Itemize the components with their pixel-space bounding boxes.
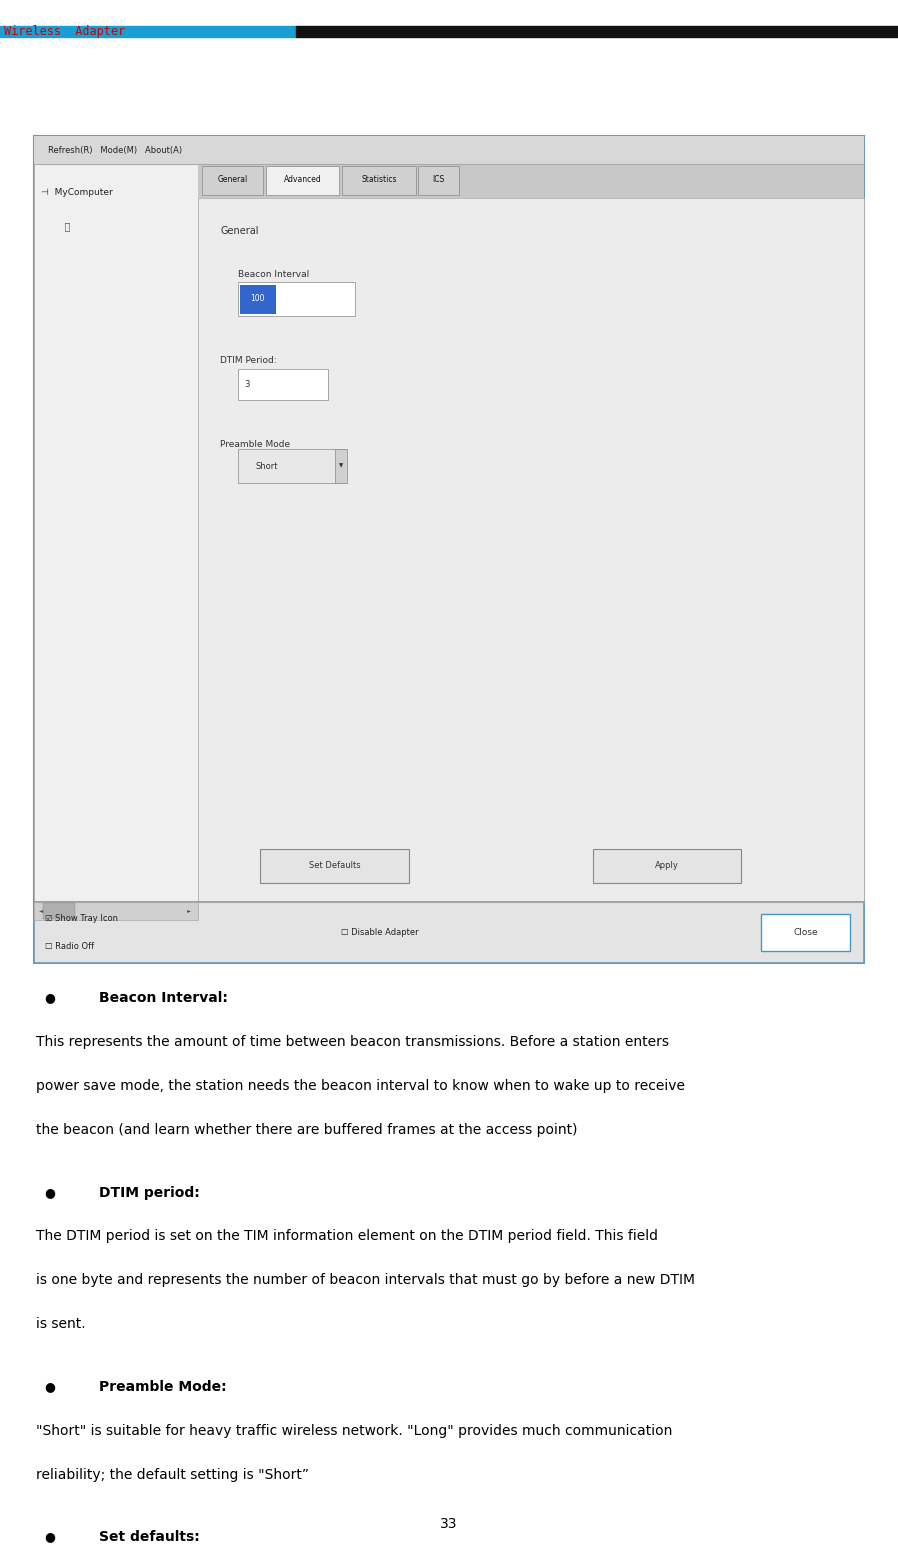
Text: ●: ● bbox=[44, 1187, 55, 1199]
Bar bbox=[34, 136, 864, 164]
Bar bbox=[0, 26, 296, 37]
Text: ☐ Disable Adapter: ☐ Disable Adapter bbox=[341, 928, 418, 937]
Bar bbox=[266, 166, 339, 195]
Bar bbox=[761, 914, 850, 951]
Bar bbox=[296, 26, 898, 37]
Text: General: General bbox=[220, 226, 259, 235]
Bar bbox=[34, 902, 198, 920]
Text: ●: ● bbox=[44, 1380, 55, 1393]
Text: DTIM Period:: DTIM Period: bbox=[220, 356, 277, 366]
Text: reliability; the default setting is "Short”: reliability; the default setting is "Sho… bbox=[36, 1468, 309, 1482]
Text: ●: ● bbox=[44, 1530, 55, 1543]
Text: 3: 3 bbox=[244, 380, 250, 389]
Bar bbox=[43, 903, 75, 919]
Text: Apply: Apply bbox=[655, 861, 679, 871]
Text: Advanced: Advanced bbox=[284, 175, 321, 184]
Bar bbox=[198, 164, 864, 198]
Text: Beacon Interval:: Beacon Interval: bbox=[99, 991, 228, 1005]
Bar bbox=[238, 449, 346, 483]
Bar bbox=[418, 166, 459, 195]
Text: General: General bbox=[217, 175, 248, 184]
Text: Preamble Mode: Preamble Mode bbox=[220, 440, 290, 449]
Bar bbox=[34, 902, 864, 963]
Text: Close: Close bbox=[793, 928, 818, 937]
Bar bbox=[238, 282, 355, 316]
Bar bbox=[335, 449, 347, 483]
Text: ▼: ▼ bbox=[339, 463, 343, 469]
Bar bbox=[202, 166, 263, 195]
Bar bbox=[34, 136, 864, 963]
Text: Statistics: Statistics bbox=[361, 175, 397, 184]
Bar bbox=[342, 166, 416, 195]
Text: ICS: ICS bbox=[433, 175, 445, 184]
Text: Set Defaults: Set Defaults bbox=[309, 861, 360, 871]
Text: ☑ Show Tray Icon: ☑ Show Tray Icon bbox=[45, 914, 118, 923]
Bar bbox=[260, 849, 409, 883]
Text: Preamble Mode:: Preamble Mode: bbox=[99, 1380, 226, 1394]
Text: ◄: ◄ bbox=[39, 908, 43, 914]
Bar bbox=[34, 164, 198, 963]
Text: ►: ► bbox=[187, 908, 191, 914]
Text: 100: 100 bbox=[251, 294, 265, 304]
Text: is one byte and represents the number of beacon intervals that must go by before: is one byte and represents the number of… bbox=[36, 1273, 695, 1287]
Text: Short: Short bbox=[256, 462, 278, 471]
Text: The DTIM period is set on the TIM information element on the DTIM period field. : The DTIM period is set on the TIM inform… bbox=[36, 1230, 658, 1244]
Bar bbox=[198, 198, 864, 902]
Text: DTIM period:: DTIM period: bbox=[99, 1187, 199, 1200]
Text: Set defaults:: Set defaults: bbox=[99, 1530, 199, 1544]
Text: 📶: 📶 bbox=[52, 222, 70, 231]
Bar bbox=[593, 849, 741, 883]
Text: ⊣  MyComputer: ⊣ MyComputer bbox=[41, 187, 113, 197]
Text: ●: ● bbox=[44, 991, 55, 1004]
Text: the beacon (and learn whether there are buffered frames at the access point): the beacon (and learn whether there are … bbox=[36, 1123, 577, 1137]
Text: Beacon Interval: Beacon Interval bbox=[238, 270, 309, 279]
Text: Refresh(R)   Mode(M)   About(A): Refresh(R) Mode(M) About(A) bbox=[48, 146, 181, 155]
Text: ☐ Radio Off: ☐ Radio Off bbox=[45, 942, 94, 951]
Text: "Short" is suitable for heavy traffic wireless network. "Long" provides much com: "Short" is suitable for heavy traffic wi… bbox=[36, 1424, 673, 1437]
Text: This represents the amount of time between beacon transmissions. Before a statio: This represents the amount of time betwe… bbox=[36, 1035, 669, 1049]
Text: power save mode, the station needs the beacon interval to know when to wake up t: power save mode, the station needs the b… bbox=[36, 1080, 685, 1094]
Bar bbox=[238, 369, 328, 400]
Text: is sent.: is sent. bbox=[36, 1317, 85, 1332]
Text: Wireless  Adapter: Wireless Adapter bbox=[4, 25, 126, 37]
Bar bbox=[240, 285, 276, 314]
Text: 33: 33 bbox=[440, 1516, 458, 1532]
